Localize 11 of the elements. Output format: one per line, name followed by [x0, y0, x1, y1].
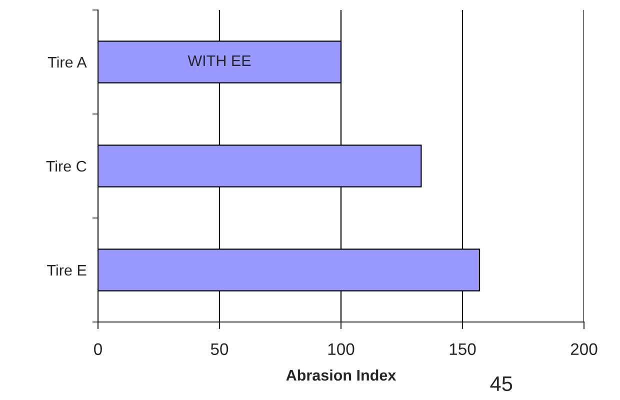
x-tick-label: 100: [328, 343, 354, 356]
annotation: WITH EE: [188, 55, 251, 66]
x-tick-label: 0: [94, 343, 102, 356]
x-tick-label: 200: [570, 343, 598, 356]
x-axis-title: Abrasion Index: [286, 369, 396, 381]
y-tick-label: Tire E: [47, 264, 86, 276]
text: 45: [490, 376, 512, 392]
x-tick-label: 150: [450, 343, 476, 356]
x-tick-label: 50: [210, 343, 228, 356]
y-tick-label: Tire C: [46, 160, 86, 172]
y-tick-label: Tire A: [48, 56, 87, 68]
